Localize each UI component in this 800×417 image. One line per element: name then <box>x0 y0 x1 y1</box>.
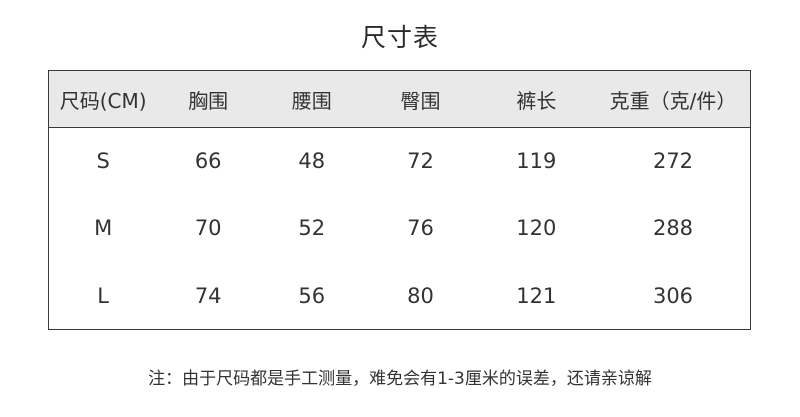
table-row-m: M 70 52 76 120 288 <box>49 195 751 262</box>
weight-value-cell: 272 <box>652 149 694 174</box>
pants-length-value-cell: 120 <box>516 216 557 241</box>
table-row-s: S 66 48 72 119 272 <box>49 128 751 195</box>
size-cell: S <box>96 149 110 174</box>
header-cell-weight: 克重（克/件） <box>596 70 751 128</box>
chest-value-cell: 74 <box>194 283 222 308</box>
weight-value-cell: 288 <box>652 216 694 241</box>
waist-value-cell: 56 <box>298 283 326 308</box>
header-cell-chest: 胸围 <box>157 70 260 128</box>
header-cell-pants-length: 裤长 <box>476 70 597 128</box>
table-header-row: 尺码(CM) 胸围 腰围 臀围 裤长 克重（克/件） <box>48 70 751 128</box>
pants-length-value-cell: 119 <box>516 149 557 174</box>
header-cell-hip: 臀围 <box>364 70 477 128</box>
waist-value-cell: 52 <box>298 216 326 241</box>
page-title: 尺寸表 <box>360 23 439 52</box>
hip-value-cell: 76 <box>407 216 434 241</box>
size-cell: M <box>94 216 113 241</box>
weight-value-cell: 306 <box>652 283 694 308</box>
header-cell-size: 尺码(CM) <box>48 70 158 128</box>
note-text: 注：由于尺码都是手工测量，难免会有1-3厘米的误差，还请亲谅解 <box>148 369 652 389</box>
size-chart-table: 尺码(CM) 胸围 腰围 臀围 裤长 克重（克/件） S 66 48 72 11… <box>48 70 751 330</box>
pants-length-value-cell: 121 <box>516 283 557 308</box>
table-row-l: L 74 56 80 121 306 <box>49 262 751 329</box>
chest-value-cell: 66 <box>194 149 222 174</box>
hip-value-cell: 72 <box>407 149 434 174</box>
size-cell: L <box>97 283 109 308</box>
hip-value-cell: 80 <box>407 283 434 308</box>
chest-value-cell: 70 <box>194 216 222 241</box>
waist-value-cell: 48 <box>298 149 326 174</box>
header-cell-waist: 腰围 <box>259 70 365 128</box>
